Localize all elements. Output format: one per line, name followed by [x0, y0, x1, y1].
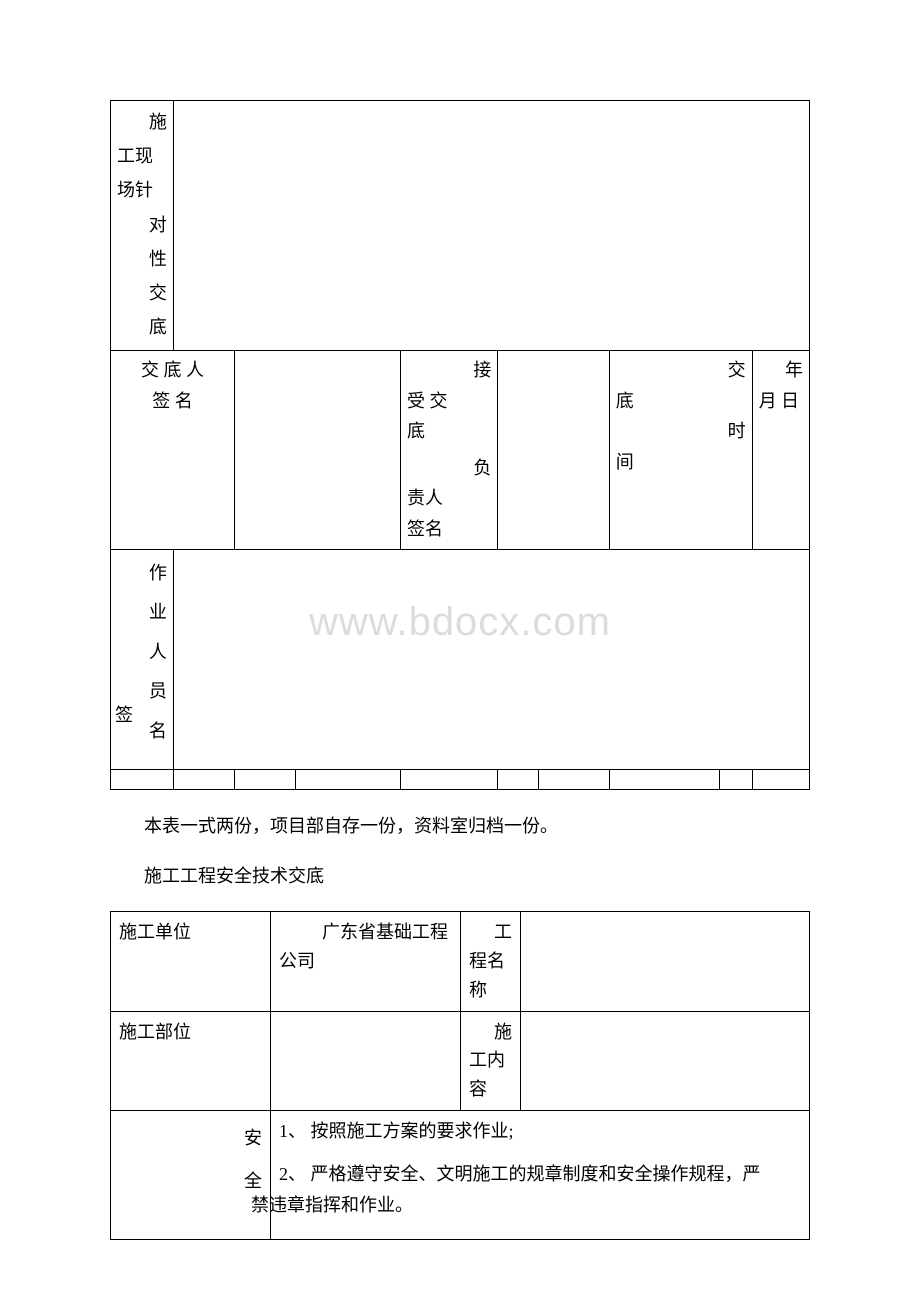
label-line: 交 — [117, 276, 167, 310]
disclosure-date-value: 年 月 日 — [752, 351, 809, 550]
label-line: 人 — [117, 633, 167, 673]
label-line: 月 日 — [759, 386, 803, 417]
label-line: 底 — [616, 386, 746, 417]
construction-content-value — [521, 1011, 810, 1110]
label-line: 业 — [117, 593, 167, 633]
recipient-signature-value — [498, 351, 609, 550]
label-line: 时 — [616, 416, 746, 447]
table-row: 施工单位 广东省基础工程 公司 工 程名 称 — [111, 912, 810, 1011]
empty-cell — [173, 769, 234, 789]
label-line: 全 — [119, 1160, 262, 1203]
value-line: 广东省基础工程 — [279, 918, 452, 947]
label-line: 施 — [469, 1018, 512, 1047]
label-line: 性 — [117, 242, 167, 276]
empty-cell — [752, 769, 809, 789]
empty-cell — [498, 769, 539, 789]
disclosure-time-label: 交 底 时 间 — [609, 351, 752, 550]
content-line: 1、 按照施工方案的要求作业; — [279, 1117, 801, 1146]
discloser-signature-value — [234, 351, 400, 550]
label-line: 工 — [469, 918, 512, 947]
label-line: 交 底 人 — [117, 355, 228, 386]
label-line: 容 — [469, 1075, 512, 1104]
construction-unit-label: 施工单位 — [111, 912, 271, 1011]
table-row: 交 底 人 签 名 接 受 交 底 负 责人 签名 交 底 时 间 年 月 日 — [111, 351, 810, 550]
table-row — [111, 769, 810, 789]
empty-cell — [296, 769, 401, 789]
empty-cell — [111, 769, 174, 789]
worker-signature-label: 作 业 人 员 名 签 — [111, 549, 174, 769]
label-line: 作 — [117, 554, 167, 594]
label-line: 签 — [115, 700, 133, 731]
content-line: 2、 严格遵守安全、文明施工的规章制度和安全操作规程，严 — [279, 1160, 801, 1189]
empty-cell — [538, 769, 609, 789]
label-line: 受 交 — [407, 386, 491, 417]
label-line: 称 — [469, 976, 512, 1005]
safety-content: 1、 按照施工方案的要求作业; 2、 严格遵守安全、文明施工的规章制度和安全操作… — [271, 1110, 810, 1239]
empty-cell — [234, 769, 295, 789]
table-row: 施工部位 施 工内 容 — [111, 1011, 810, 1110]
content-line: 禁违章指挥和作业。 — [251, 1191, 801, 1220]
label-line: 年 — [759, 355, 803, 386]
label-line: 工现 — [117, 139, 167, 173]
empty-cell — [720, 769, 752, 789]
label-line: 交 — [616, 355, 746, 386]
label-line: 场针 — [117, 173, 167, 207]
worker-signature-value — [173, 549, 809, 769]
construction-unit-value: 广东省基础工程 公司 — [271, 912, 461, 1011]
label-line: 安 — [119, 1117, 262, 1160]
label-line: 签名 — [407, 514, 491, 545]
label-line: 对 — [117, 208, 167, 242]
recipient-signature-label: 接 受 交 底 负 责人 签名 — [400, 351, 497, 550]
value-line: 公司 — [279, 947, 452, 976]
label-line: 施 — [117, 105, 167, 139]
label-line: 责人 — [407, 483, 491, 514]
table-row: 安 全 1、 按照施工方案的要求作业; 2、 严格遵守安全、文明施工的规章制度和… — [111, 1110, 810, 1239]
site-targeted-disclosure-label: 施 工现 场针 对 性 交 底 — [111, 101, 174, 351]
construction-content-label: 施 工内 容 — [461, 1011, 521, 1110]
construction-part-label: 施工部位 — [111, 1011, 271, 1110]
construction-part-value — [271, 1011, 461, 1110]
label-line: 程名 — [469, 947, 512, 976]
section-title: 施工工程安全技术交底 — [144, 862, 810, 891]
table-row: 施 工现 场针 对 性 交 底 — [111, 101, 810, 351]
discloser-signature-label: 交 底 人 签 名 — [111, 351, 235, 550]
label-line: 底 — [117, 310, 167, 344]
table-row: 作 业 人 员 名 签 — [111, 549, 810, 769]
note-paragraph: 本表一式两份，项目部自存一份，资料室归档一份。 — [144, 812, 810, 841]
label-line: 负 — [407, 453, 491, 484]
project-name-label: 工 程名 称 — [461, 912, 521, 1011]
label-line: 间 — [616, 447, 746, 478]
disclosure-table: 施 工现 场针 对 性 交 底 交 底 人 签 名 接 受 交 底 负 责人 签… — [110, 100, 810, 790]
project-name-value — [521, 912, 810, 1011]
safety-disclosure-table: 施工单位 广东省基础工程 公司 工 程名 称 施工部位 施 工内 容 安 全 1… — [110, 911, 810, 1240]
safety-label: 安 全 — [111, 1110, 271, 1239]
label-line: 接 — [407, 355, 491, 386]
empty-cell — [400, 769, 497, 789]
site-targeted-disclosure-content — [173, 101, 809, 351]
label-line: 底 — [407, 416, 491, 447]
label-line: 工内 — [469, 1046, 512, 1075]
empty-cell — [609, 769, 720, 789]
label-line: 签 名 — [117, 386, 228, 417]
